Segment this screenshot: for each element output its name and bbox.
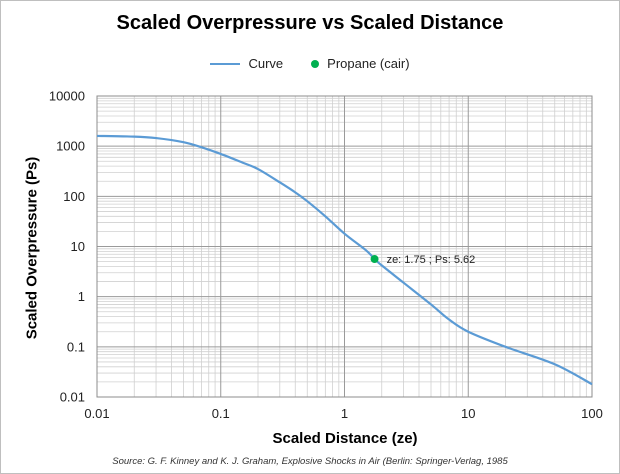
y-tick-label: 10000	[49, 89, 85, 104]
series-line-curve	[96, 134, 593, 386]
x-tick-label: 0.1	[212, 406, 230, 421]
legend-label-propane: Propane (cair)	[327, 56, 410, 71]
y-tick-label: 1	[78, 289, 85, 304]
data-point-propane	[370, 255, 379, 264]
data-label-propane: ze: 1.75 ; Ps: 5.62	[387, 254, 476, 266]
x-tick-label: 0.01	[84, 406, 109, 421]
x-axis-label: Scaled Distance (ze)	[272, 430, 418, 447]
plot-border	[96, 95, 593, 398]
legend: Curve Propane (cair)	[0, 56, 620, 71]
legend-item-curve: Curve	[210, 56, 283, 71]
x-tick-label: 1	[341, 406, 348, 421]
y-tick-label: 10	[71, 239, 85, 254]
legend-line-swatch	[210, 62, 241, 65]
y-tick-label: 1000	[56, 139, 85, 154]
x-tick-label: 100	[581, 406, 603, 421]
legend-dot-swatch	[311, 59, 320, 68]
y-tick-label: 100	[63, 189, 85, 204]
x-tick-label: 10	[461, 406, 475, 421]
legend-label-curve: Curve	[248, 56, 284, 71]
y-axis-label: Scaled Overpressure (Ps)	[23, 156, 41, 340]
y-tick-label: 0.1	[67, 339, 85, 354]
source-note: Source: G. F. Kinney and K. J. Graham, E…	[112, 456, 508, 467]
chart-title: Scaled Overpressure vs Scaled Distance	[116, 12, 504, 34]
legend-item-propane: Propane (cair)	[311, 56, 410, 71]
y-tick-label: 0.01	[60, 390, 85, 405]
